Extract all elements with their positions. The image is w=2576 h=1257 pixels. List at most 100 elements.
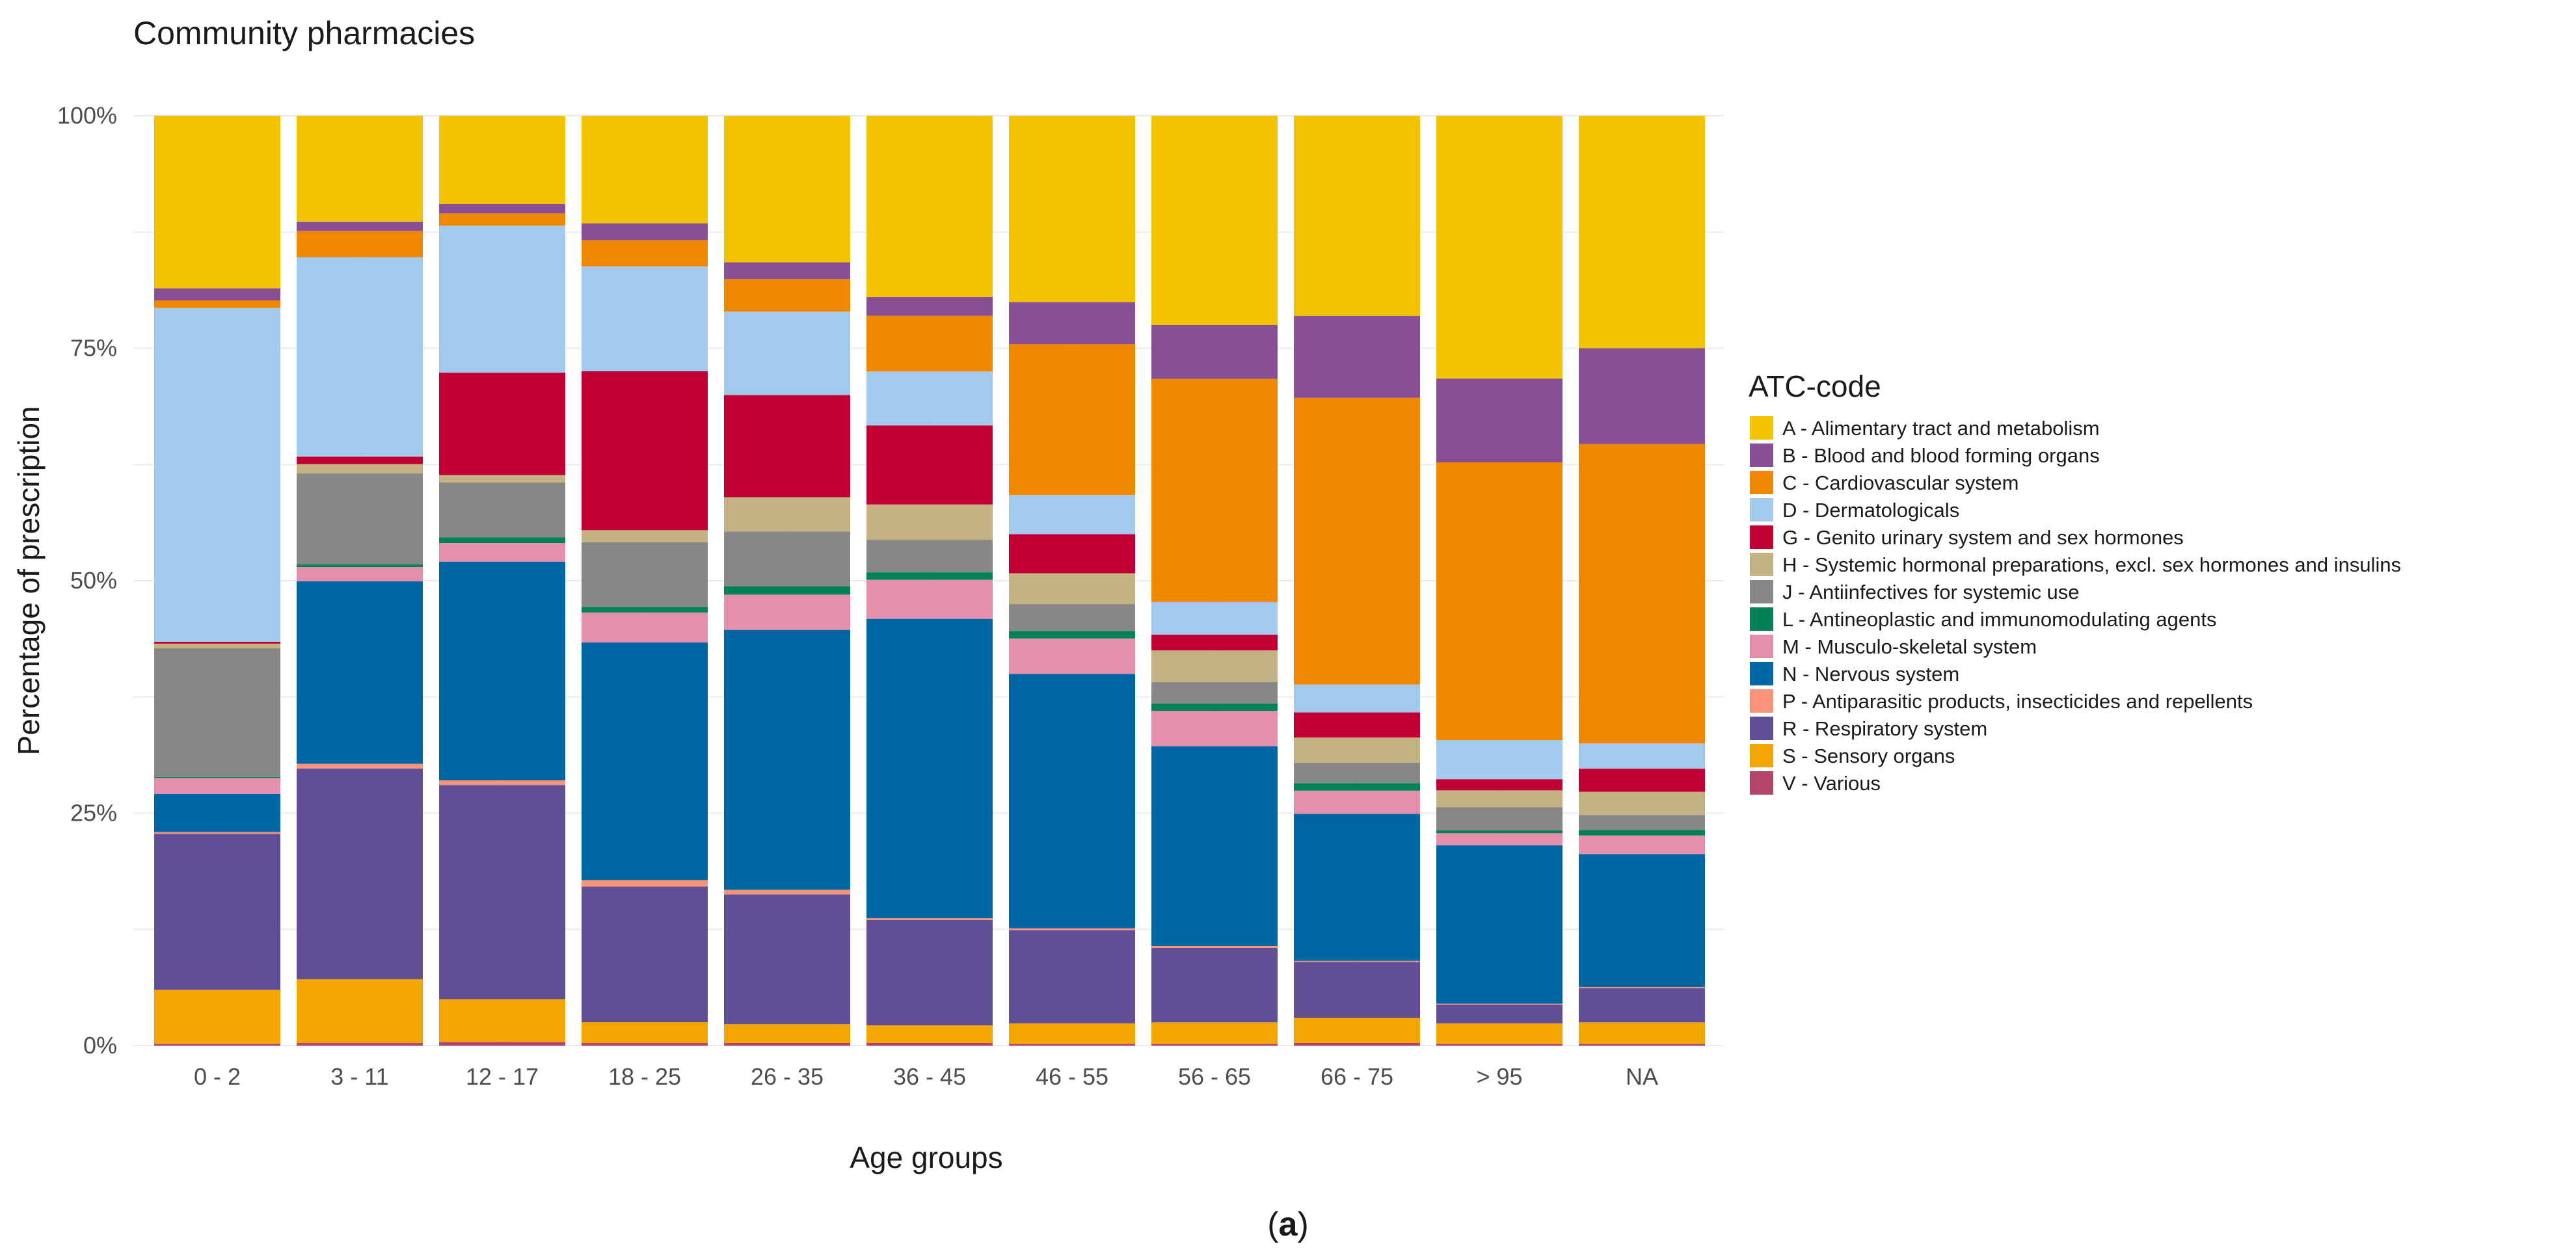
bar-segment-l	[1436, 830, 1563, 834]
bar-stack-1	[154, 116, 280, 1046]
x-tick-label: > 95	[1476, 1063, 1522, 1090]
legend-key-a	[1750, 416, 1773, 440]
bar-segment-d	[1579, 743, 1705, 769]
bar-segment-l	[439, 537, 565, 544]
x-tick-label: 0 - 2	[194, 1063, 241, 1090]
bar-segment-g	[1151, 634, 1278, 651]
bar-segment-n	[866, 618, 993, 919]
bar-segment-n	[297, 581, 423, 764]
bar-segment-b	[297, 221, 423, 232]
bar-segment-j	[154, 648, 280, 777]
bar-segment-s	[582, 1022, 708, 1043]
bar-segment-d	[724, 311, 850, 395]
bar-segment-h	[1009, 573, 1135, 604]
bar-segment-p	[1009, 928, 1135, 931]
bar-segment-p	[866, 918, 993, 920]
chart-title: Community pharmacies	[133, 15, 475, 51]
bar-segment-h	[439, 475, 565, 483]
bar-segment-c	[297, 231, 423, 258]
bar-segment-r	[1436, 1004, 1563, 1024]
bar-segment-r	[582, 886, 708, 1023]
bar-segment-p	[154, 832, 280, 834]
bar-segment-c	[582, 240, 708, 267]
bar-segment-d	[439, 225, 565, 373]
bar-segment-n	[1294, 814, 1420, 961]
bar-segment-d	[1151, 602, 1278, 635]
bar-segment-j	[1579, 815, 1705, 830]
bar-segment-s	[1151, 1022, 1278, 1044]
x-tick-label: 66 - 75	[1321, 1063, 1393, 1090]
bar-segment-r	[1294, 962, 1420, 1018]
bar-segment-m	[1151, 711, 1278, 747]
bar-segment-r	[297, 768, 423, 979]
bar-segment-m	[439, 543, 565, 562]
bar-segment-r	[439, 785, 565, 999]
bar-segment-b	[1009, 302, 1135, 345]
bar-segment-l	[866, 572, 993, 580]
bar-segment-m	[1009, 638, 1135, 674]
bar-segment-d	[154, 308, 280, 642]
bar-segment-b	[439, 204, 565, 214]
bar-segment-j	[1294, 762, 1420, 784]
legend-key-j	[1750, 580, 1773, 603]
bar-segment-n	[724, 629, 850, 890]
bar-segment-g	[297, 456, 423, 464]
bar-segment-j	[724, 531, 850, 587]
legend-label-c: C - Cardiovascular system	[1782, 471, 2019, 494]
bar-stack-4	[582, 116, 708, 1046]
bar-segment-n	[439, 561, 565, 781]
legend-key-h	[1750, 553, 1773, 576]
bar-segment-a	[866, 116, 993, 297]
bar-segment-l	[724, 586, 850, 595]
bar-segment-b	[1294, 315, 1420, 398]
bar-segment-c	[1151, 378, 1278, 602]
bar-segment-v	[1436, 1044, 1563, 1046]
x-tick-label: 46 - 55	[1036, 1063, 1108, 1090]
bar-stack-5	[724, 116, 850, 1046]
bar-segment-m	[1436, 833, 1563, 845]
bar-segment-s	[1579, 1022, 1705, 1044]
caption-letter: a	[1279, 1206, 1298, 1243]
bar-segment-h	[582, 530, 708, 543]
legend-label-r: R - Respiratory system	[1782, 717, 1987, 740]
legend-label-s: S - Sensory organs	[1782, 745, 1955, 767]
legend-label-b: B - Blood and blood forming organs	[1782, 444, 2100, 467]
legend-label-v: V - Various	[1782, 772, 1881, 795]
bar-segment-j	[1151, 681, 1278, 704]
bar-segment-g	[582, 371, 708, 531]
bar-segment-s	[1294, 1018, 1420, 1043]
bar-segment-s	[866, 1025, 993, 1043]
bar-segment-l	[1151, 703, 1278, 711]
bar-segment-n	[1436, 845, 1563, 1004]
y-tick-label: 0%	[83, 1032, 117, 1059]
bar-segment-l	[297, 564, 423, 568]
bar-segment-v	[866, 1042, 993, 1046]
bar-segment-b	[724, 262, 850, 280]
bar-segment-p	[439, 780, 565, 786]
bar-segment-g	[1294, 712, 1420, 738]
bar-segment-d	[1294, 684, 1420, 713]
bar-segment-n	[1009, 674, 1135, 929]
bar-segment-p	[297, 763, 423, 769]
bar-segment-c	[1579, 443, 1705, 744]
bar-segment-b	[1436, 378, 1563, 463]
bar-segment-j	[439, 482, 565, 538]
bar-segment-d	[582, 266, 708, 371]
bar-segment-r	[866, 920, 993, 1025]
bar-segment-g	[154, 641, 280, 644]
bar-segment-v	[154, 1044, 280, 1046]
bar-segment-g	[724, 395, 850, 497]
bar-segment-c	[154, 300, 280, 308]
bar-segment-m	[866, 579, 993, 619]
legend-key-n	[1750, 662, 1773, 685]
x-tick-label: 18 - 25	[608, 1063, 681, 1090]
legend-label-d: D - Dermatologicals	[1782, 499, 1959, 522]
legend-label-a: A - Alimentary tract and metabolism	[1782, 417, 2100, 440]
bar-segment-v	[582, 1042, 708, 1046]
bar-segment-j	[1009, 603, 1135, 631]
bar-segment-a	[297, 116, 423, 222]
x-tick-label: 36 - 45	[893, 1063, 966, 1090]
bar-segment-h	[297, 464, 423, 474]
bar-segment-s	[1009, 1023, 1135, 1044]
bar-segment-v	[1579, 1044, 1705, 1046]
